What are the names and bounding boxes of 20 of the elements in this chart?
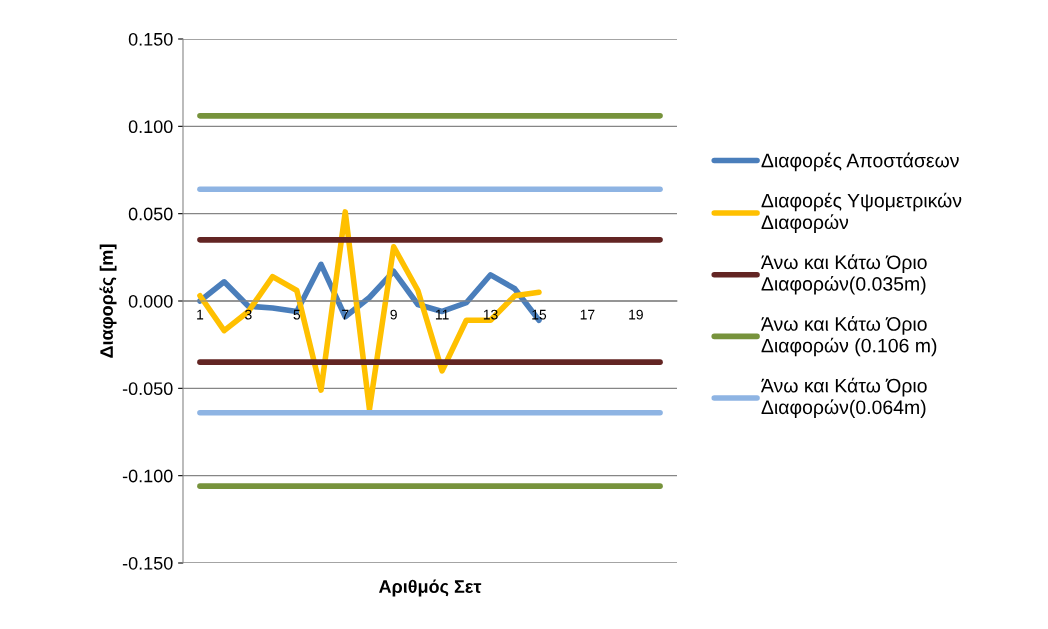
x-tick-label: 1: [197, 309, 204, 320]
x-tick-label: 7: [342, 309, 349, 320]
legend-label: Διαφορές Αποστάσεων: [761, 152, 959, 172]
legend-label: Διαφορές Υψομετρικών Διαφορών: [761, 192, 962, 233]
legend-label: Άνω και Κάτω Όριο Διαφορών(0.035m): [760, 254, 927, 295]
legend-label: Άνω και Κάτω Όριο Διαφορών (0.106 m): [760, 316, 937, 357]
y-tick-label: 0.150: [128, 32, 173, 46]
x-axis-title: Αριθμός Σετ: [378, 579, 482, 597]
x-tick-label: 17: [580, 309, 595, 320]
x-tick-label: 19: [629, 309, 643, 320]
y-tick-label: -0.150: [122, 556, 173, 570]
y-tick-label: 0.050: [128, 207, 173, 221]
y-tick-label: -0.050: [122, 382, 173, 396]
x-tick-label: 9: [390, 309, 397, 320]
x-tick-label: 13: [483, 309, 498, 320]
y-tick-label: 0.100: [128, 120, 173, 134]
y-tick-label: 0.000: [128, 294, 173, 308]
legend-label: Άνω και Κάτω Όριο Διαφορών(0.064m): [760, 377, 927, 418]
y-tick-label: -0.100: [122, 469, 173, 483]
y-axis-title: Διαφορές [m]: [99, 244, 117, 358]
